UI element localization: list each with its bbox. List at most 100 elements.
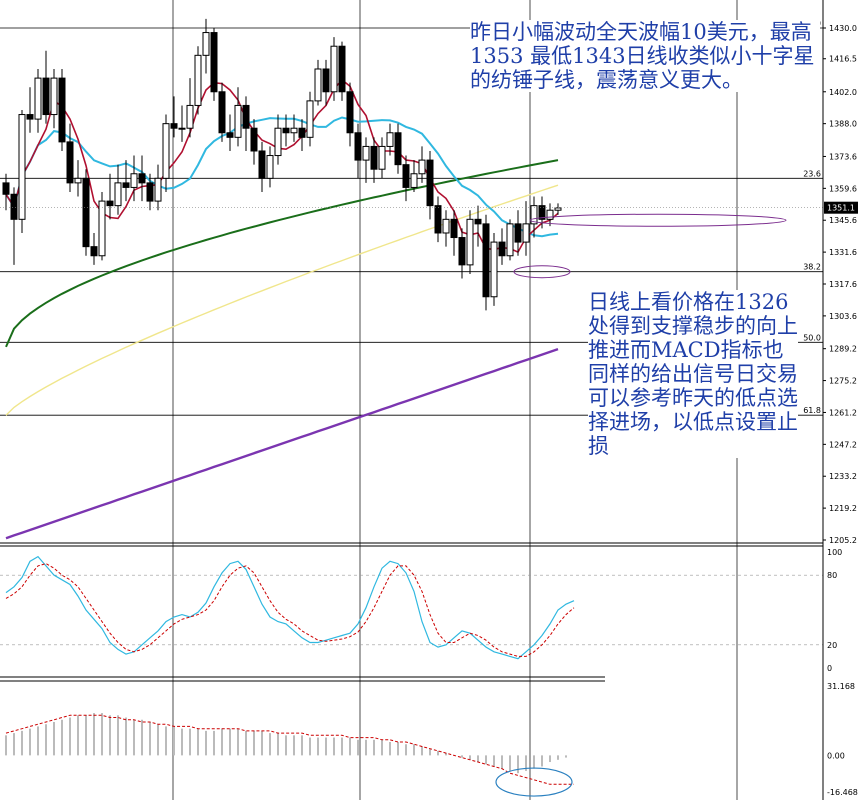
candle-body-56 xyxy=(450,218,458,239)
candle-body-5 xyxy=(42,77,50,116)
candle-body-51 xyxy=(410,173,418,188)
highlight-ellipse-support xyxy=(513,265,571,279)
candle-body-25 xyxy=(202,32,210,56)
stoch-axis-label-2: 20 xyxy=(827,641,837,650)
highlight-ellipse-recent-range xyxy=(529,213,787,227)
grid-layer xyxy=(0,0,823,800)
macd-axis-label-1: 0.00 xyxy=(827,751,845,760)
candle-body-10 xyxy=(82,177,90,248)
candle-body-47 xyxy=(378,145,386,170)
axis-layer: 1430.0 1416.5 1402.0 1388.0 1373.6 1359.6 1345… xyxy=(822,0,858,800)
candle-body-3 xyxy=(26,114,34,120)
candle-body-64 xyxy=(514,223,522,243)
candle-body-29 xyxy=(234,104,242,138)
candle-body-39 xyxy=(314,68,322,102)
candle-body-23 xyxy=(186,104,194,129)
candle-body-36 xyxy=(290,127,298,134)
candle-body-31 xyxy=(250,127,258,152)
candle-body-55 xyxy=(442,218,450,234)
macd-signal-line xyxy=(5,714,574,785)
candle-body-13 xyxy=(106,200,114,207)
macd-axis-label-0: 31.168 xyxy=(827,682,855,691)
candle-body-22 xyxy=(178,127,186,130)
candle-body-41 xyxy=(330,45,338,93)
price-axis-label-0: 1430.0 xyxy=(829,24,857,33)
candle-body-52 xyxy=(418,159,426,175)
price-axis-label-3: 1388.0 xyxy=(829,120,857,129)
price-panel: 0.023.638.250.061.8 xyxy=(0,18,823,540)
candle-body-54 xyxy=(434,205,442,234)
ma-fast-red-line xyxy=(5,78,559,254)
candle-body-53 xyxy=(426,159,434,207)
price-axis-label-5: 1359.6 xyxy=(829,184,857,193)
candle-body-66 xyxy=(530,205,538,225)
stoch-axis-label-1: 80 xyxy=(827,571,837,580)
candle-body-59 xyxy=(474,218,482,225)
candle-body-48 xyxy=(386,132,394,147)
candle-body-37 xyxy=(298,127,306,138)
price-axis-label-11: 1275.2 xyxy=(829,377,857,386)
current-price-tag xyxy=(824,201,858,214)
stoch-k-line xyxy=(5,555,575,660)
fib-level-label-2: 38.2 xyxy=(803,263,821,272)
candle-body-6 xyxy=(50,77,58,116)
candle-body-16 xyxy=(130,173,138,188)
candle-body-35 xyxy=(282,127,290,134)
fib-level-label-3: 50.0 xyxy=(803,333,821,342)
price-axis-label-16: 1205.2 xyxy=(829,536,857,545)
macd-panel xyxy=(5,713,574,797)
candle-body-1 xyxy=(10,193,18,220)
candle-body-24 xyxy=(194,54,202,106)
candle-body-45 xyxy=(362,145,370,161)
candle-body-67 xyxy=(538,205,546,220)
fib-level-label-1: 23.6 xyxy=(803,169,821,178)
candle-body-15 xyxy=(122,182,130,188)
ma-slow-green-line xyxy=(5,159,559,348)
candle-body-19 xyxy=(154,177,162,202)
annotation-right-note: 日线上看价格在1326处得到支撑稳步的向上推进而MACD指标也同样的给出信号日交… xyxy=(588,290,798,458)
stoch-axis-label-3: 0 xyxy=(827,664,832,673)
candle-body-4 xyxy=(34,77,42,120)
ma-mid-blue-line xyxy=(5,116,559,238)
stoch-axis-label-0: 100 xyxy=(827,548,842,557)
candle-body-7 xyxy=(58,77,66,143)
price-axis-label-1: 1416.5 xyxy=(829,55,857,64)
candle-body-27 xyxy=(218,91,226,134)
price-axis-label-6: 1345.6 xyxy=(829,216,857,225)
candle-body-9 xyxy=(74,177,82,184)
price-axis-label-7: 1331.6 xyxy=(829,248,857,257)
candle-body-12 xyxy=(98,200,106,257)
candle-body-61 xyxy=(490,241,498,298)
candle-body-43 xyxy=(346,91,354,134)
price-axis-label-15: 1219.2 xyxy=(829,504,857,513)
candle-body-32 xyxy=(258,150,266,179)
candle-body-2 xyxy=(18,114,26,220)
candle-body-28 xyxy=(226,132,234,138)
candle-body-8 xyxy=(66,141,74,184)
candle-body-42 xyxy=(338,45,346,93)
candle-body-57 xyxy=(458,237,466,266)
candle-body-44 xyxy=(354,132,362,161)
candle-body-38 xyxy=(306,100,314,138)
candle-body-69 xyxy=(554,207,562,211)
price-axis-label-9: 1303.6 xyxy=(829,312,857,321)
candle-body-63 xyxy=(506,223,514,257)
candle-body-58 xyxy=(466,218,474,266)
candle-body-34 xyxy=(274,127,282,157)
ma-200-yellow-line xyxy=(5,184,559,416)
candle-body-46 xyxy=(370,145,378,170)
candle-body-14 xyxy=(114,182,122,207)
candle-body-17 xyxy=(138,173,146,184)
price-axis-label-4: 1373.6 xyxy=(829,152,857,161)
candle-body-40 xyxy=(322,68,330,93)
price-axis-label-12: 1261.2 xyxy=(829,408,857,417)
candle-body-50 xyxy=(402,164,410,188)
fib-level-label-4: 61.8 xyxy=(803,406,821,415)
price-axis-label-13: 1247.2 xyxy=(829,440,857,449)
candle-body-18 xyxy=(146,182,154,202)
candle-body-26 xyxy=(210,32,218,93)
price-axis-label-8: 1317.6 xyxy=(829,280,857,289)
stochastic-panel xyxy=(0,555,823,660)
candle-body-62 xyxy=(498,241,506,257)
